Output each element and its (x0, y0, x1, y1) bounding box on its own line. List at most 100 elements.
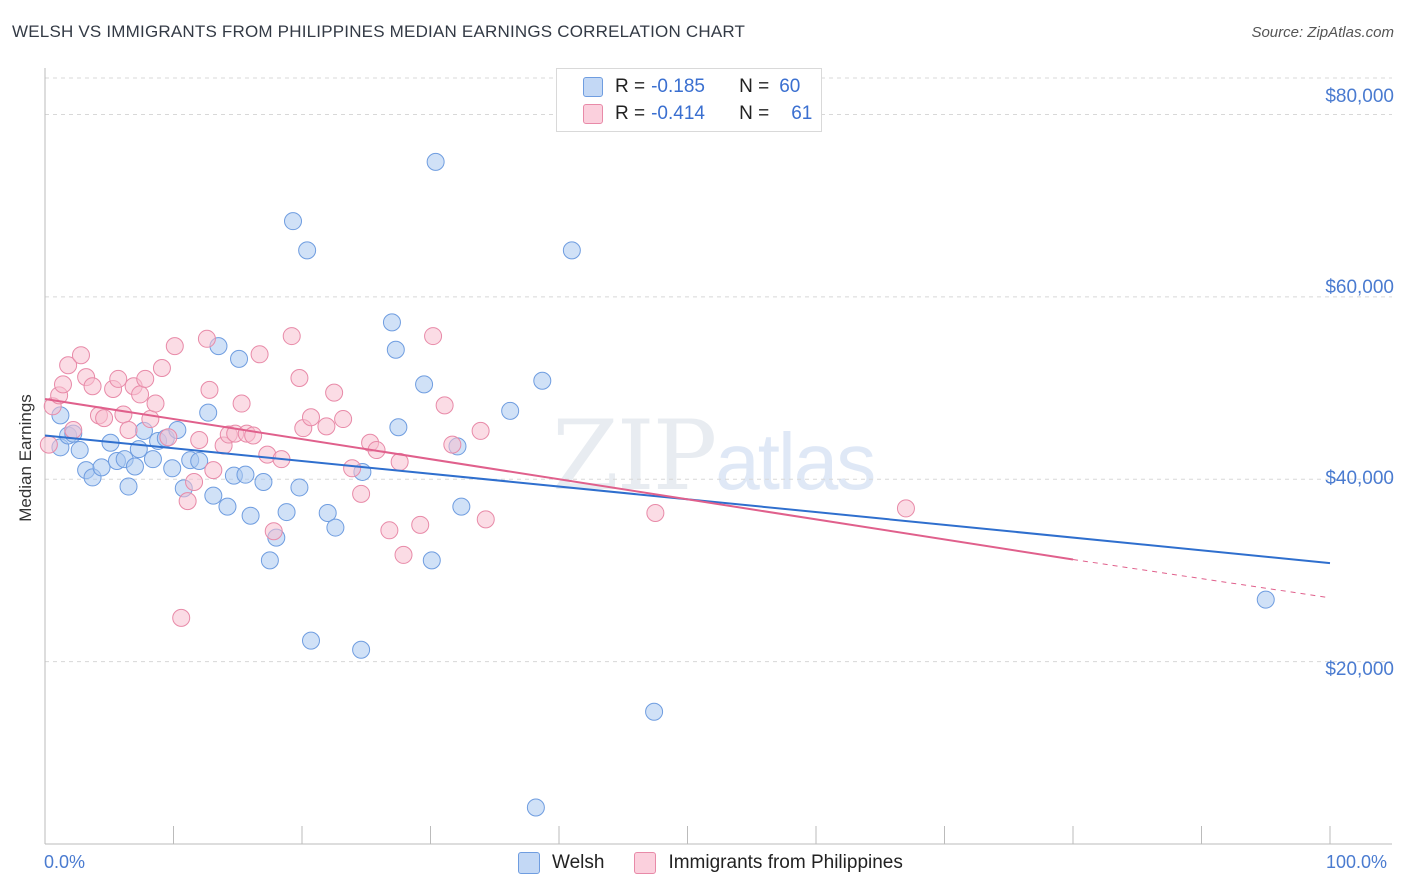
philippines-r-value: -0.414 (651, 103, 705, 124)
philippines-point-33 (232, 394, 251, 413)
philippines-point-12 (109, 369, 128, 388)
philippines-point-40 (282, 327, 301, 346)
welsh-point-23 (199, 403, 218, 422)
welsh-point-31 (254, 472, 273, 491)
philippines-point-53 (394, 545, 413, 564)
welsh-point-48 (426, 152, 445, 171)
welsh-point-53 (526, 798, 545, 817)
welsh-point-40 (326, 518, 345, 537)
philippines-n-label: N = (739, 103, 770, 124)
philippines-point-59 (476, 510, 495, 529)
philippines-point-58 (471, 421, 490, 440)
y-tick-60000: $60,000 (1325, 277, 1394, 298)
welsh-point-7 (92, 458, 111, 477)
philippines-point-48 (352, 484, 371, 503)
welsh-point-32 (260, 551, 279, 570)
philippines-point-35 (244, 426, 263, 445)
philippines-point-14 (119, 420, 138, 439)
welsh-n-label: N = (739, 76, 770, 97)
chart-title: WELSH VS IMMIGRANTS FROM PHILIPPINES MED… (12, 22, 746, 41)
philippines-point-6 (71, 346, 90, 365)
philippines-point-4 (59, 356, 78, 375)
philippines-point-26 (190, 431, 209, 450)
welsh-point-47 (422, 551, 441, 570)
philippines-point-56 (435, 396, 454, 415)
welsh-point-50 (452, 497, 471, 516)
philippines-trend-line (44, 398, 1074, 561)
welsh-point-22 (190, 452, 209, 470)
stats-legend: R = -0.185 N = 60 R = -0.414 N = 61 (556, 68, 822, 132)
welsh-point-45 (389, 418, 408, 437)
philippines-point-23 (172, 608, 191, 627)
philippines-point-46 (334, 410, 353, 429)
philippines-legend-swatch (634, 852, 657, 874)
philippines-point-8 (83, 377, 102, 396)
welsh-point-28 (230, 349, 249, 368)
welsh-point-18 (163, 459, 182, 478)
welsh-point-15 (143, 450, 162, 469)
welsh-n-value: 60 (779, 76, 801, 97)
series-legend: Welsh Immigrants from Philippines (518, 852, 933, 874)
welsh-point-54 (562, 241, 581, 260)
philippines-point-18 (141, 410, 160, 429)
philippines-point-41 (290, 369, 309, 388)
philippines-n-value: 61 (791, 103, 813, 124)
welsh-point-46 (415, 375, 434, 394)
welsh-legend-swatch (518, 852, 540, 874)
philippines-point-10 (95, 409, 114, 428)
philippines-point-61 (896, 499, 915, 518)
philippines-point-16 (131, 385, 150, 404)
legend-row-philippines: R = -0.414 N = 61 (583, 101, 812, 127)
welsh-point-52 (533, 371, 552, 390)
philippines-point-28 (200, 380, 219, 399)
philippines-point-22 (165, 337, 184, 356)
philippines-point-47 (343, 459, 362, 478)
philippines-point-44 (317, 417, 336, 436)
y-tick-40000: $40,000 (1325, 468, 1394, 489)
philippines-trend-extension (1072, 558, 1331, 599)
welsh-point-11 (119, 477, 138, 496)
philippines-point-43 (301, 408, 320, 427)
welsh-point-26 (218, 497, 237, 516)
philippines-point-24 (178, 492, 197, 511)
philippines-point-51 (380, 521, 399, 540)
philippines-point-38 (264, 522, 283, 541)
welsh-point-55 (645, 702, 664, 721)
philippines-point-54 (411, 515, 430, 534)
philippines-point-20 (152, 358, 171, 377)
watermark-atlas: atlas (715, 417, 876, 506)
welsh-r-label: R = (615, 76, 646, 97)
philippines-point-45 (325, 383, 344, 402)
welsh-r-value: -0.185 (651, 76, 705, 97)
welsh-point-41 (352, 640, 371, 659)
philippines-point-60 (646, 503, 665, 522)
welsh-point-36 (290, 478, 309, 497)
x-tick-min: 0.0% (44, 852, 86, 872)
y-tick-20000: $20,000 (1325, 659, 1394, 680)
y-axis-label: Median Earnings (16, 394, 35, 522)
legend-row-welsh: R = -0.185 N = 60 (583, 74, 800, 100)
philippines-point-55 (424, 327, 443, 346)
philippines-point-25 (185, 472, 204, 491)
philippines-legend-label: Immigrants from Philippines (668, 852, 903, 873)
philippines-point-19 (146, 394, 165, 413)
welsh-point-30 (241, 506, 260, 525)
philippines-point-29 (204, 461, 223, 480)
welsh-point-29 (236, 465, 255, 484)
legend-item-welsh[interactable]: Welsh (518, 852, 604, 874)
welsh-point-43 (382, 313, 401, 332)
welsh-point-24 (204, 486, 223, 505)
philippines-point-57 (443, 435, 462, 454)
legend-item-philippines[interactable]: Immigrants from Philippines (634, 852, 903, 874)
welsh-point-4 (70, 441, 89, 460)
welsh-point-37 (298, 241, 317, 260)
welsh-point-44 (386, 340, 405, 359)
philippines-point-5 (64, 420, 83, 439)
welsh-swatch (583, 77, 603, 97)
philippines-point-27 (197, 329, 216, 348)
welsh-point-56 (1256, 590, 1275, 609)
philippines-r-label: R = (615, 103, 646, 124)
x-tick-max: 100.0% (1326, 852, 1388, 872)
philippines-point-17 (136, 369, 155, 388)
philippines-point-36 (250, 345, 269, 364)
